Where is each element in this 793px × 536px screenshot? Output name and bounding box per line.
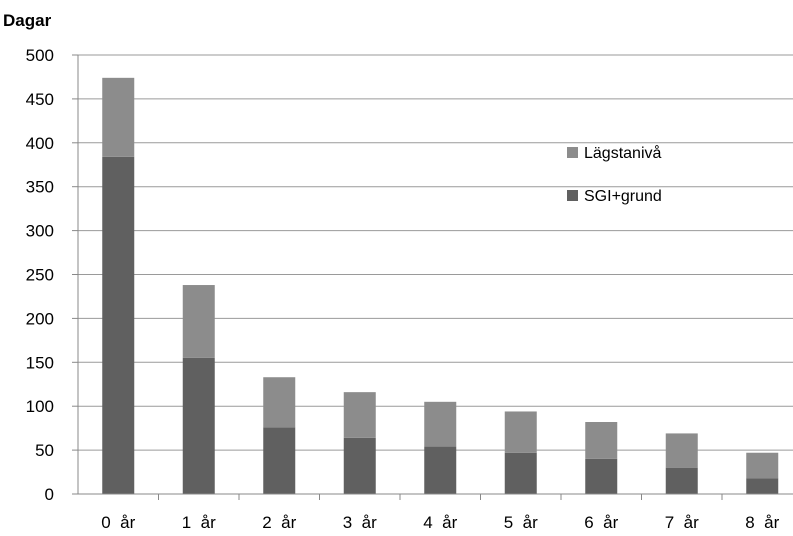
y-axis-label: Dagar xyxy=(3,11,52,30)
axes xyxy=(72,54,793,500)
bar-lagstaniva-2 xyxy=(263,377,296,428)
bar-lagstaniva-1 xyxy=(182,285,215,358)
y-tick-300: 300 xyxy=(26,222,54,241)
y-tick-100: 100 xyxy=(26,397,54,416)
y-tick-500: 500 xyxy=(26,46,54,65)
bar-lagstaniva-8 xyxy=(746,452,779,479)
y-tick-350: 350 xyxy=(26,178,54,197)
y-tick-150: 150 xyxy=(26,353,54,372)
y-tick-200: 200 xyxy=(26,309,54,328)
x-tick-4: 4 år xyxy=(423,513,457,532)
x-tick-3: 3 år xyxy=(343,513,377,532)
bar-lagstaniva-7 xyxy=(665,433,698,468)
bar-sgi-grund-7 xyxy=(665,467,698,494)
x-tick-0: 0 år xyxy=(101,513,135,532)
y-tick-labels: 0 50 100 150 200 250 300 350 400 450 500 xyxy=(26,46,54,504)
legend-swatch-1 xyxy=(567,190,578,201)
legend: Lägstanivå SGI+grund xyxy=(567,144,662,205)
x-tick-8: 8 år xyxy=(745,513,779,532)
bar-sgi-grund-1 xyxy=(182,357,215,494)
y-tick-250: 250 xyxy=(26,266,54,285)
bar-sgi-grund-6 xyxy=(585,458,618,494)
y-tick-450: 450 xyxy=(26,90,54,109)
bar-lagstaniva-3 xyxy=(343,392,376,438)
x-tick-1: 1 år xyxy=(182,513,216,532)
bar-sgi-grund-3 xyxy=(343,437,376,494)
legend-label-1: SGI+grund xyxy=(584,188,662,205)
y-tick-0: 0 xyxy=(45,485,54,504)
bar-sgi-grund-8 xyxy=(746,478,779,494)
bar-lagstaniva-5 xyxy=(504,411,537,453)
x-tick-2: 2 år xyxy=(262,513,296,532)
y-tick-50: 50 xyxy=(35,441,54,460)
bar-lagstaniva-0 xyxy=(102,77,135,157)
legend-label-0: Lägstanivå xyxy=(584,144,661,162)
x-tick-7: 7 år xyxy=(665,513,699,532)
x-tick-labels: 0 år 1 år 2 år 3 år 4 år 5 år 6 år 7 år 8 år xyxy=(101,513,779,532)
bars xyxy=(102,77,779,494)
x-tick-5: 5 år xyxy=(504,513,538,532)
x-tick-6: 6 år xyxy=(584,513,618,532)
bar-sgi-grund-2 xyxy=(263,427,296,494)
bar-lagstaniva-4 xyxy=(424,401,457,447)
y-tick-400: 400 xyxy=(26,134,54,153)
bar-sgi-grund-5 xyxy=(504,452,537,494)
bar-lagstaniva-6 xyxy=(585,422,618,459)
legend-swatch-0 xyxy=(567,147,578,158)
bar-sgi-grund-0 xyxy=(102,156,135,494)
bar-sgi-grund-4 xyxy=(424,446,457,494)
